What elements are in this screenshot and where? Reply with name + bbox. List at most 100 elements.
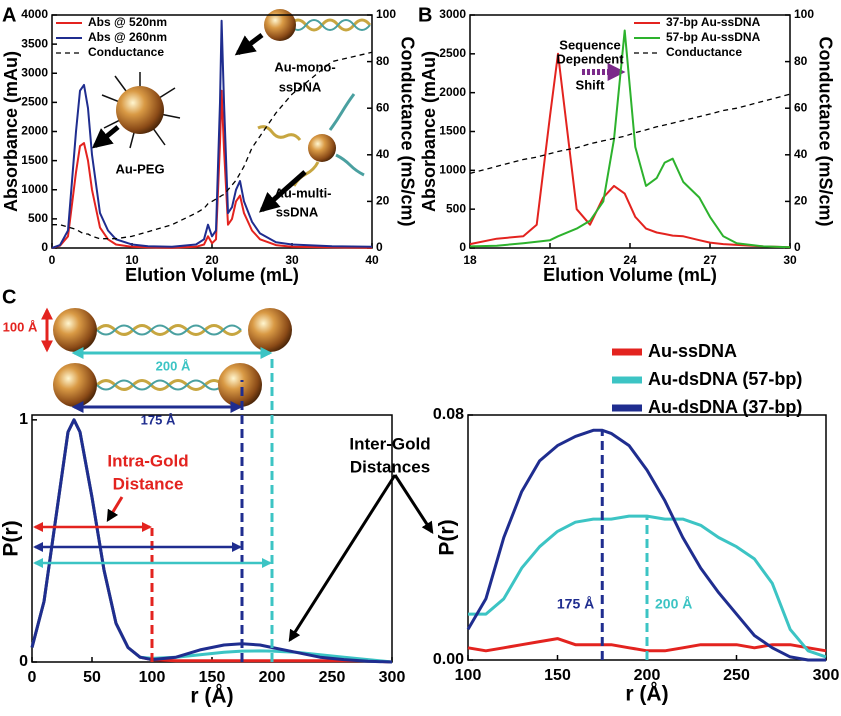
legend-label: Au-dsDNA (37-bp) — [648, 397, 802, 417]
panel-label: B — [418, 4, 432, 26]
y-tick-label: 2500 — [439, 46, 466, 60]
annotation: Dependent — [556, 51, 624, 66]
y-axis-title: P(r) — [436, 519, 459, 555]
series-line — [466, 428, 826, 662]
legend-label: Abs @ 260nm — [88, 30, 167, 44]
series-line — [52, 51, 373, 240]
au-multi-particle — [257, 93, 365, 187]
y-tick-label: 0 — [459, 240, 466, 254]
annotation: Shift — [576, 77, 606, 92]
y-tick-label: 0 — [19, 653, 28, 670]
y2-tick-label: 20 — [794, 194, 808, 208]
annotation: Au-multi- — [274, 185, 331, 200]
dimer-schematic — [53, 308, 292, 407]
y2-tick-label: 100 — [376, 7, 396, 21]
x-tick-label: 21 — [543, 253, 557, 267]
x-tick-label: 40 — [365, 253, 379, 267]
pointer-arrow — [288, 474, 397, 643]
x-tick-label: 27 — [703, 253, 717, 267]
x-tick-label: 150 — [199, 669, 226, 686]
annotation: Sequence — [559, 37, 620, 52]
y-tick-label: 0.08 — [433, 406, 464, 423]
y2-tick-label: 100 — [794, 7, 814, 21]
series-line — [51, 89, 373, 249]
y-tick-label: 500 — [28, 211, 48, 225]
y-tick-label: 3000 — [439, 7, 466, 21]
annotation: ssDNA — [276, 204, 319, 219]
y-tick-label: 1500 — [21, 153, 48, 167]
annotation: ssDNA — [279, 79, 322, 94]
panel-label: C — [2, 286, 16, 308]
y2-axis-title: Conductance (mS/cm) — [397, 36, 417, 226]
annotation: Au-mono- — [274, 59, 335, 74]
y-axis-title: Absorbance (mAu) — [1, 51, 21, 212]
y2-tick-label: 80 — [376, 54, 390, 68]
y-tick-label: 500 — [446, 201, 466, 215]
y2-tick-label: 40 — [376, 147, 390, 161]
annotation: Intra-Gold — [107, 451, 188, 470]
x-tick-label: 30 — [285, 253, 299, 267]
x-axis-title: Elution Volume (mL) — [125, 265, 299, 285]
series-line — [30, 418, 393, 664]
series-line — [51, 19, 373, 249]
y2-tick-label: 20 — [376, 194, 390, 208]
panel-label: A — [2, 4, 16, 26]
annotation: Inter-Gold — [349, 434, 430, 453]
x-tick-label: 250 — [723, 667, 750, 684]
y2-tick-label: 60 — [376, 100, 390, 114]
x-tick-label: 50 — [83, 669, 101, 686]
pointer-arrow — [91, 125, 120, 149]
series-line — [469, 93, 791, 175]
legend-label: 57-bp Au-ssDNA — [666, 30, 761, 44]
legend-label: 37-bp Au-ssDNA — [666, 15, 761, 29]
y-tick-label: 0 — [41, 240, 48, 254]
y-tick-label: 1500 — [439, 124, 466, 138]
y2-tick-label: 60 — [794, 100, 808, 114]
x-tick-label: 10 — [125, 253, 139, 267]
y-tick-label: 2000 — [21, 124, 48, 138]
y-tick-label: 3000 — [21, 65, 48, 79]
legend-label: Abs @ 520nm — [88, 15, 167, 29]
y-tick-label: 1000 — [439, 163, 466, 177]
annotation: Distance — [113, 474, 184, 493]
y-tick-label: 2000 — [439, 85, 466, 99]
pointer-arrow — [106, 496, 124, 523]
x-tick-label: 0 — [49, 253, 56, 267]
y-tick-label: 0.00 — [433, 651, 464, 668]
annotation: Au-PEG — [115, 161, 164, 176]
y2-tick-label: 40 — [794, 147, 808, 161]
plot-frame — [31, 414, 393, 663]
x-tick-label: 300 — [813, 667, 840, 684]
pointer-arrow — [259, 170, 307, 213]
x-tick-label: 100 — [455, 667, 482, 684]
x-axis-title: r (Å) — [190, 683, 233, 707]
au-peg-particle — [101, 72, 181, 149]
y-tick-label: 4000 — [21, 7, 48, 21]
series-line — [468, 514, 827, 659]
x-tick-label: 0 — [28, 669, 37, 686]
distance-label: 100 Å — [3, 319, 38, 334]
y2-tick-label: 80 — [794, 54, 808, 68]
y-tick-label: 3500 — [21, 36, 48, 50]
legend-label: Conductance — [88, 45, 164, 59]
y2-tick-label: 0 — [794, 240, 801, 254]
x-tick-label: 150 — [544, 667, 571, 684]
series-line — [469, 52, 791, 249]
x-tick-label: 300 — [379, 669, 406, 686]
legend-label: Au-ssDNA — [648, 341, 737, 361]
series-line — [30, 418, 393, 664]
y2-tick-label: 0 — [376, 240, 383, 254]
au-mono-particle — [264, 9, 372, 41]
distance-label: 200 Å — [156, 358, 191, 373]
pointer-arrow — [393, 474, 434, 535]
y2-axis-title: Conductance (mS/cm) — [815, 36, 835, 226]
x-axis-title: r (Å) — [625, 681, 668, 705]
x-tick-label: 24 — [623, 253, 637, 267]
legend-label: Conductance — [666, 45, 742, 59]
x-tick-label: 200 — [259, 669, 286, 686]
y-tick-label: 1 — [19, 411, 28, 428]
series-line — [467, 637, 827, 653]
pointer-arrow — [234, 33, 264, 56]
